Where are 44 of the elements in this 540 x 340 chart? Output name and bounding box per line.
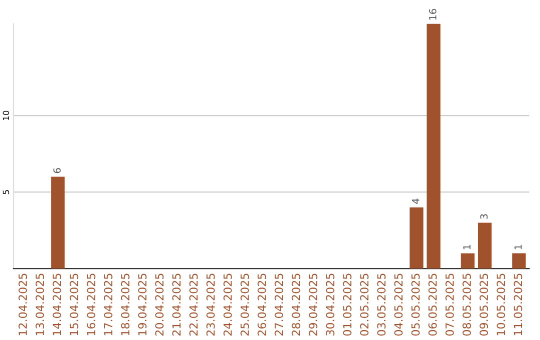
x-tick-label: 14.04.2025 xyxy=(52,274,62,336)
x-tick-label: 15.04.2025 xyxy=(70,274,78,336)
x-tick-label: 24.04.2025 xyxy=(223,274,232,336)
bar xyxy=(478,222,492,269)
data-label: 16 xyxy=(429,8,436,20)
bar xyxy=(460,253,475,269)
x-tick-label: 08.05.2025 xyxy=(462,274,471,336)
x-tick-label: 20.04.2025 xyxy=(155,274,164,336)
x-tick-label: 25.04.2025 xyxy=(240,274,249,336)
x-tick-label: 09.05.2025 xyxy=(480,274,488,336)
bar xyxy=(410,207,424,269)
x-tick-label: 19.04.2025 xyxy=(138,274,147,336)
x-tick-label: 28.04.2025 xyxy=(292,274,300,336)
bar xyxy=(512,253,526,269)
data-label: 3 xyxy=(480,214,488,219)
x-tick-label: 10.05.2025 xyxy=(496,274,506,336)
x-tick-label: 22.04.2025 xyxy=(189,274,198,336)
x-tick-label: 11.05.2025 xyxy=(514,274,522,336)
x-tick-label: 17.04.2025 xyxy=(104,274,112,336)
x-tick-label: 27.04.2025 xyxy=(274,274,284,336)
x-tick-label: 02.05.2025 xyxy=(360,274,368,336)
x-tick-label: 16.04.2025 xyxy=(86,274,96,336)
x-tick-label: 04.05.2025 xyxy=(394,274,403,336)
data-label: 4 xyxy=(412,198,420,204)
data-label: 1 xyxy=(514,244,522,250)
x-tick-label: 21.04.2025 xyxy=(172,274,181,336)
x-tick-label: 30.04.2025 xyxy=(326,274,334,336)
x-tick-label: 03.05.2025 xyxy=(377,274,386,336)
y-tick-label: 5 xyxy=(2,190,10,194)
x-tick-label: 13.04.2025 xyxy=(36,274,44,336)
x-tick-label: 05.05.2025 xyxy=(411,274,420,336)
x-tick-label: 12.04.2025 xyxy=(18,274,27,336)
bar xyxy=(426,24,440,269)
x-tick-label: 07.05.2025 xyxy=(445,274,454,336)
y-tick-label: 10 xyxy=(2,110,10,120)
x-tick-label: 18.04.2025 xyxy=(121,274,130,336)
x-tick-label: 26.04.2025 xyxy=(258,274,266,336)
data-label: 6 xyxy=(53,168,61,174)
bar xyxy=(51,176,65,269)
data-label: 1 xyxy=(463,244,470,250)
x-tick-label: 29.04.2025 xyxy=(308,274,318,336)
x-tick-label: 06.05.2025 xyxy=(428,274,437,336)
x-tick-label: 01.05.2025 xyxy=(343,274,352,336)
x-tick-label: 23.04.2025 xyxy=(206,274,215,336)
